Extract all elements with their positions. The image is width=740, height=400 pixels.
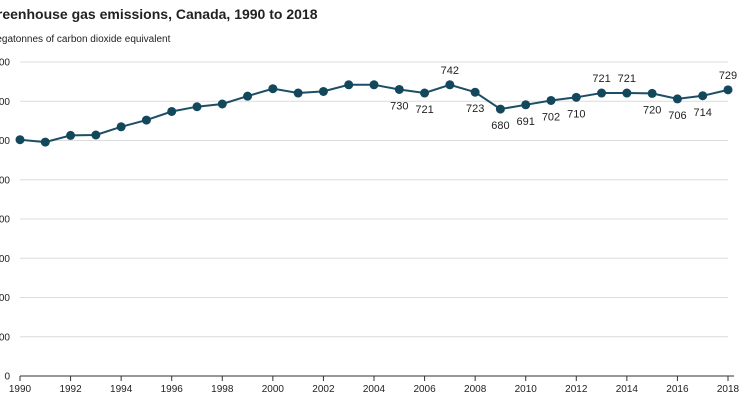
x-tick-label: 1998: [211, 384, 234, 395]
x-tick-label: 2010: [515, 384, 538, 395]
data-point: [243, 91, 253, 101]
y-tick-label: 700: [0, 97, 10, 108]
y-tick-label: 200: [0, 293, 10, 304]
data-label: 730: [390, 100, 408, 112]
data-point: [495, 104, 505, 114]
data-point: [546, 95, 556, 105]
data-point: [521, 100, 531, 110]
data-label: 721: [415, 104, 433, 116]
data-point: [470, 87, 480, 97]
x-tick-label: 1996: [161, 384, 184, 395]
series-line-path: [19, 83, 729, 144]
data-point: [141, 115, 151, 125]
data-point: [15, 135, 25, 145]
data-point: [394, 84, 404, 94]
x-tick-label: 2014: [616, 384, 639, 395]
data-point: [647, 88, 657, 98]
x-tick-label: 2004: [363, 384, 386, 395]
data-point: [445, 80, 455, 90]
x-tick-label: 1994: [110, 384, 133, 395]
data-point: [369, 80, 379, 90]
data-point: [167, 106, 177, 116]
data-point: [217, 99, 227, 109]
data-labels: 730 721 742 723 680 691 702 710 721 721 720 706 714 7…: [390, 65, 737, 132]
x-tick-label: 2012: [565, 384, 588, 395]
data-point: [698, 91, 708, 101]
data-label: 706: [668, 110, 686, 122]
data-label: 691: [517, 116, 535, 128]
data-label: 710: [567, 108, 585, 120]
data-label: 680: [491, 120, 509, 132]
y-tick-label: 300: [0, 254, 10, 265]
data-point: [344, 80, 354, 90]
data-point: [597, 88, 607, 98]
data-point: [293, 88, 303, 98]
data-point: [40, 137, 50, 147]
data-point: [66, 130, 76, 140]
chart-title: Greenhouse gas emissions, Canada, 1990 t…: [0, 6, 318, 22]
data-point: [672, 94, 682, 104]
data-point: [571, 92, 581, 102]
data-point: [723, 85, 733, 95]
data-label: 721: [618, 73, 636, 85]
data-point: [318, 86, 328, 96]
data-point: [420, 88, 430, 98]
x-tick-label: 2016: [666, 384, 689, 395]
x-tick-label: 1992: [59, 384, 82, 395]
x-tick-label: 2006: [413, 384, 436, 395]
data-point: [192, 102, 202, 112]
y-tick-label: 800: [0, 58, 10, 69]
x-tick-label: 2002: [312, 384, 335, 395]
data-point: [116, 122, 126, 132]
data-label: 729: [719, 70, 737, 82]
chart-subtitle: Megatonnes of carbon dioxide equivalent: [0, 34, 171, 45]
data-label: 720: [643, 104, 661, 116]
y-tick-label: 600: [0, 136, 10, 147]
data-label: 742: [441, 65, 459, 77]
data-label: 721: [592, 73, 610, 85]
y-tick-label: 500: [0, 175, 10, 186]
y-tick-label: 400: [0, 215, 10, 226]
y-tick-label: 100: [0, 332, 10, 343]
x-tick-label: 2000: [262, 384, 285, 395]
x-tick-label: 1990: [9, 384, 32, 395]
x-tick-label: 2008: [464, 384, 487, 395]
x-tick-label: 2018: [717, 384, 740, 395]
data-point: [91, 130, 101, 140]
data-point: [622, 88, 632, 98]
data-label: 723: [466, 103, 484, 115]
gridlines: [20, 61, 728, 338]
axes: 0 100 200 300 400 500 600 700 800 1990 1992 1994 199…: [0, 58, 740, 396]
data-point: [268, 84, 278, 94]
series-line: [15, 80, 733, 147]
data-label: 714: [694, 107, 712, 119]
y-tick-label: 0: [4, 372, 10, 383]
data-label: 702: [542, 111, 560, 123]
